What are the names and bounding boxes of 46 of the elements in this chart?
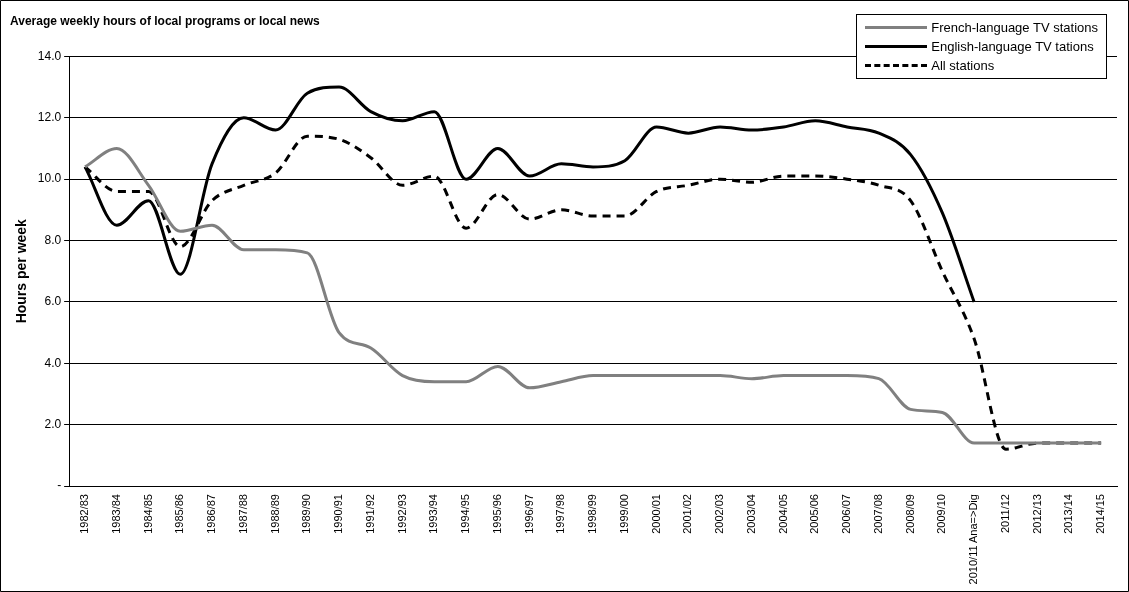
x-tick-label: 1983/84	[109, 494, 122, 534]
x-tick-label: 1984/85	[141, 494, 154, 534]
x-tick-label: 1991/92	[363, 494, 376, 534]
x-tick-label: 2010/11 Ana=>Dig	[967, 494, 980, 585]
y-tick-label: 12.0	[37, 110, 62, 125]
x-tick-label: 1995/96	[490, 494, 503, 534]
y-tick-label: 6.0	[44, 294, 62, 309]
legend-label: French-language TV stations	[931, 20, 1098, 35]
y-tick-label: -	[57, 478, 62, 493]
x-tick-label: 2008/09	[903, 494, 916, 534]
legend-label: English-language TV tations	[931, 39, 1094, 54]
x-tick-label: 1996/97	[522, 494, 535, 534]
x-tick-label: 1992/93	[395, 494, 408, 534]
x-tick-label: 1986/87	[205, 494, 218, 534]
y-tick-label: 8.0	[44, 232, 62, 247]
x-tick-label: 2001/02	[681, 494, 694, 534]
x-tick-label: 2000/01	[649, 494, 662, 534]
y-tick-label: 4.0	[44, 355, 62, 370]
y-axis-title: Hours per week	[13, 218, 30, 324]
x-tick-label: 1989/90	[300, 494, 313, 534]
x-tick-label: 1993/94	[427, 494, 440, 534]
y-tick-label: 14.0	[37, 48, 62, 63]
x-tick-label: 2006/07	[840, 494, 853, 534]
y-tick-label: 10.0	[37, 171, 62, 186]
x-tick-label: 1998/99	[586, 494, 599, 534]
x-tick-label: 1999/00	[617, 494, 630, 534]
y-tick-label: 2.0	[44, 417, 62, 431]
legend-label: All stations	[931, 58, 995, 73]
x-tick-label: 1990/91	[332, 494, 345, 534]
x-tick-label: 2004/05	[776, 494, 789, 534]
x-tick-label: 2013/14	[1062, 494, 1075, 534]
x-tick-label: 1987/88	[236, 494, 249, 534]
x-tick-label: 2011/12	[998, 494, 1011, 534]
x-tick-label: 1982/83	[78, 494, 91, 534]
x-tick-label: 2014/15	[1094, 494, 1107, 534]
x-tick-label: 2003/04	[744, 494, 757, 534]
x-tick-label: 2005/06	[808, 494, 821, 534]
x-tick-label: 1988/89	[268, 494, 281, 534]
x-tick-label: 2009/10	[935, 494, 948, 534]
x-tick-label: 1997/98	[554, 494, 567, 534]
chart-title: Average weekly hours of local programs or local news	[10, 13, 320, 28]
x-tick-label: 2007/08	[871, 494, 884, 534]
x-tick-label: 2012/13	[1030, 494, 1043, 534]
x-tick-label: 1985/86	[173, 494, 186, 534]
x-tick-label: 2002/03	[713, 494, 726, 534]
x-tick-label: 1994/95	[459, 494, 472, 534]
